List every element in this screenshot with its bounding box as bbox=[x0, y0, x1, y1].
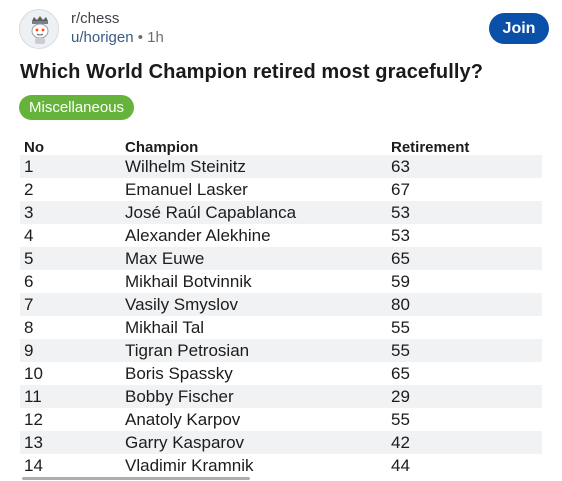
table-row: 7 Vasily Smyslov 80 bbox=[20, 293, 542, 316]
cell-no: 3 bbox=[20, 201, 121, 224]
cell-no: 8 bbox=[24, 318, 34, 337]
cell-champion: Vasily Smyslov bbox=[121, 293, 387, 316]
cell-retirement: 65 bbox=[387, 247, 542, 270]
cell-retirement: 29 bbox=[387, 385, 542, 408]
cell-no: 14 bbox=[24, 456, 43, 475]
header-champion: Champion bbox=[125, 139, 199, 156]
cell-retirement: 42 bbox=[387, 431, 542, 454]
table-header-row: No Champion Retirement bbox=[20, 138, 542, 155]
table-row: 3 José Raúl Capablanca 53 bbox=[20, 201, 542, 224]
cell-champion: Mikhail Botvinnik bbox=[125, 272, 252, 291]
cell-champion: Anatoly Karpov bbox=[125, 410, 241, 429]
author-username[interactable]: u/horigen bbox=[71, 29, 134, 46]
post-age: 1h bbox=[147, 29, 164, 46]
cell-no: 12 bbox=[24, 410, 43, 429]
header-no: No bbox=[24, 139, 44, 156]
cell-champion: Max Euwe bbox=[121, 247, 387, 270]
cell-no: 13 bbox=[20, 431, 121, 454]
cell-retirement: 63 bbox=[387, 155, 542, 178]
cell-champion: José Raúl Capablanca bbox=[121, 201, 387, 224]
table-row: 8 Mikhail Tal 55 bbox=[20, 316, 542, 339]
subreddit-avatar[interactable] bbox=[19, 9, 59, 49]
table-row: 5 Max Euwe 65 bbox=[20, 247, 542, 270]
cell-no: 9 bbox=[20, 339, 121, 362]
header-retirement: Retirement bbox=[391, 139, 470, 156]
cell-no: 4 bbox=[24, 226, 34, 245]
table-row: 11 Bobby Fischer 29 bbox=[20, 385, 542, 408]
cell-champion: Vladimir Kramnik bbox=[125, 456, 254, 475]
post-meta: r/chess u/horigen • 1h bbox=[71, 9, 164, 48]
cell-retirement: 59 bbox=[391, 272, 410, 291]
cell-champion: Boris Spassky bbox=[125, 364, 233, 383]
table-row: 13 Garry Kasparov 42 bbox=[20, 431, 542, 454]
table-row: 1 Wilhelm Steinitz 63 bbox=[20, 155, 542, 178]
table-row: 6 Mikhail Botvinnik 59 bbox=[20, 270, 542, 293]
table-row: 10 Boris Spassky 65 bbox=[20, 362, 542, 385]
cell-retirement: 55 bbox=[387, 339, 542, 362]
table-row: 9 Tigran Petrosian 55 bbox=[20, 339, 542, 362]
table-row: 4 Alexander Alekhine 53 bbox=[20, 224, 542, 247]
cell-no: 11 bbox=[20, 385, 121, 408]
cell-champion: Bobby Fischer bbox=[121, 385, 387, 408]
cell-champion: Emanuel Lasker bbox=[125, 180, 248, 199]
cell-retirement: 80 bbox=[387, 293, 542, 316]
table-row: 12 Anatoly Karpov 55 bbox=[20, 408, 542, 431]
cell-retirement: 55 bbox=[391, 410, 410, 429]
cell-no: 10 bbox=[24, 364, 43, 383]
table-row: 2 Emanuel Lasker 67 bbox=[20, 178, 542, 201]
cell-retirement: 53 bbox=[391, 226, 410, 245]
cell-champion: Tigran Petrosian bbox=[121, 339, 387, 362]
subreddit-name[interactable]: r/chess bbox=[71, 10, 120, 27]
cell-no: 5 bbox=[20, 247, 121, 270]
horizontal-scrollbar[interactable] bbox=[22, 477, 250, 480]
table-row: 14 Vladimir Kramnik 44 bbox=[20, 454, 542, 477]
flair-badge[interactable]: Miscellaneous bbox=[19, 95, 135, 120]
cell-no: 1 bbox=[20, 155, 121, 178]
cell-retirement: 53 bbox=[387, 201, 542, 224]
champions-table: No Champion Retirement 1 Wilhelm Steinitz… bbox=[20, 138, 542, 477]
author-line: u/horigen • 1h bbox=[71, 28, 164, 48]
chess-piece-avatar-icon bbox=[21, 11, 58, 48]
post-title[interactable]: Which World Champion retired most gracef… bbox=[20, 61, 484, 83]
cell-retirement: 65 bbox=[391, 364, 410, 383]
cell-champion: Mikhail Tal bbox=[125, 318, 205, 337]
cell-retirement: 44 bbox=[391, 456, 410, 475]
cell-champion: Garry Kasparov bbox=[121, 431, 387, 454]
join-button[interactable]: Join bbox=[489, 13, 549, 44]
post-header: r/chess u/horigen • 1h Join bbox=[19, 9, 549, 49]
cell-champion: Wilhelm Steinitz bbox=[121, 155, 387, 178]
cell-retirement: 55 bbox=[391, 318, 410, 337]
cell-no: 2 bbox=[24, 180, 34, 199]
meta-separator: • bbox=[137, 29, 143, 46]
cell-champion: Alexander Alekhine bbox=[125, 226, 271, 245]
cell-no: 7 bbox=[20, 293, 121, 316]
cell-retirement: 67 bbox=[391, 180, 410, 199]
cell-no: 6 bbox=[24, 272, 34, 291]
